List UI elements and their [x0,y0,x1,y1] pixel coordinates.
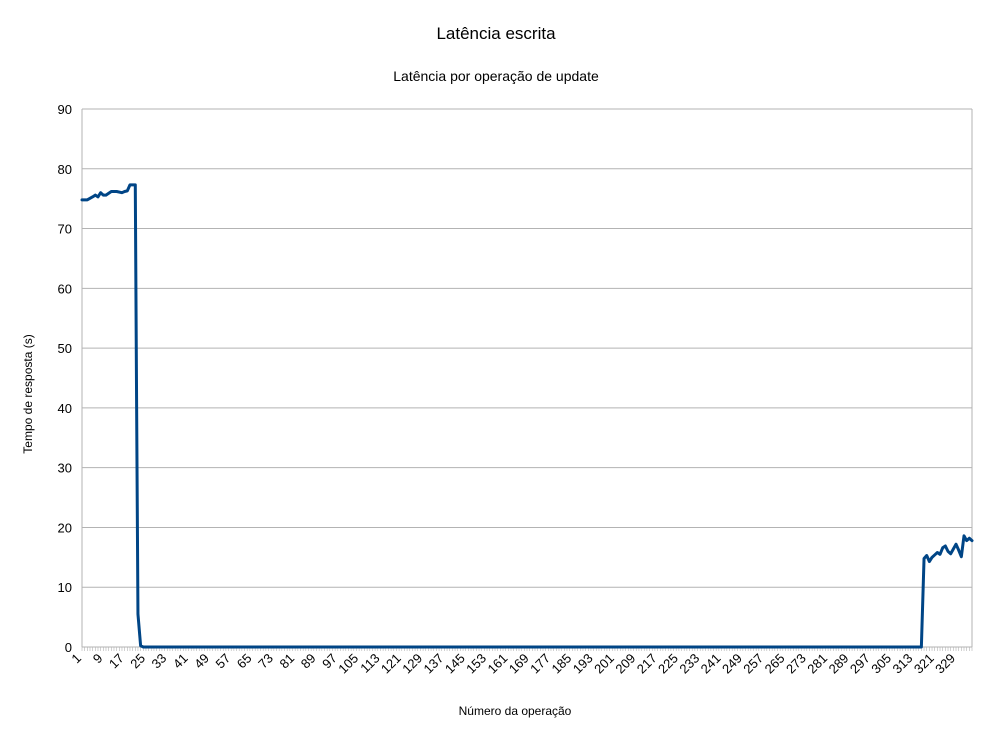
x-tick-label: 129 [399,651,425,677]
x-tick-label: 41 [170,651,191,672]
x-tick-label: 329 [932,651,958,677]
x-tick-label: 105 [335,651,361,677]
x-tick-label: 65 [234,651,255,672]
x-tick-label: 257 [740,651,766,677]
y-tick-label: 40 [58,401,72,416]
x-tick-label: 305 [868,651,894,677]
x-tick-label: 185 [548,651,574,677]
x-tick-label: 17 [106,651,127,672]
x-tick-label: 281 [804,651,830,677]
x-tick-label: 121 [378,651,404,677]
x-tick-label: 241 [698,651,724,677]
x-tick-label: 321 [911,651,937,677]
y-tick-label: 80 [58,162,72,177]
x-tick-label: 297 [847,651,873,677]
y-axis-title: Tempo de resposta (s) [21,334,35,453]
y-tick-label: 90 [58,102,72,117]
x-tick-label: 209 [612,651,638,677]
y-tick-label: 50 [58,341,72,356]
x-tick-label: 161 [485,651,511,677]
x-tick-label: 49 [191,651,212,672]
x-tick-label: 273 [783,651,809,677]
x-tick-label: 313 [890,651,916,677]
x-tick-label: 89 [298,651,319,672]
x-tick-label: 249 [719,651,745,677]
x-tick-label: 33 [149,651,170,672]
x-tick-label: 57 [213,651,234,672]
x-tick-label: 217 [634,651,660,677]
series-line [80,183,974,649]
x-tick-label: 1 [68,651,84,667]
x-tick-label: 225 [655,651,681,677]
x-tick-label: 201 [591,651,617,677]
y-tick-label: 70 [58,222,72,237]
x-tick-label: 81 [276,651,297,672]
y-tick-label: 60 [58,281,72,296]
x-tick-label: 137 [421,651,447,677]
x-tick-label: 9 [90,651,106,667]
x-tick-label: 169 [506,651,532,677]
x-tick-label: 265 [762,651,788,677]
x-tick-label: 177 [527,651,553,677]
chart-subtitle: Latência por operação de update [393,68,599,84]
x-tick-label: 73 [255,651,276,672]
x-tick-label: 113 [357,651,382,676]
x-axis-title: Número da operação [459,704,572,718]
y-tick-label: 30 [58,461,72,476]
y-tick-label: 20 [58,520,72,535]
y-tick-label: 10 [58,580,72,595]
x-tick-label: 193 [570,651,596,677]
y-tick-label: 0 [65,640,72,655]
chart-title: Latência escrita [436,24,556,43]
x-tick-label: 25 [127,651,148,672]
x-tick-label: 145 [442,651,468,677]
x-tick-label: 153 [463,651,489,677]
x-tick-label: 233 [676,651,702,677]
x-tick-label: 289 [826,651,852,677]
